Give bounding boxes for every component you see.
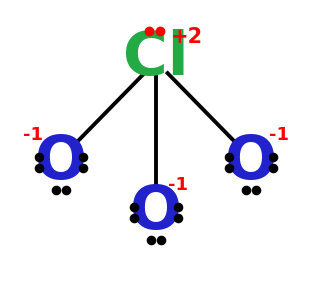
Point <box>271 166 276 171</box>
Point <box>36 166 41 171</box>
Point <box>53 188 58 193</box>
Point <box>132 204 137 209</box>
Point <box>80 154 85 159</box>
Point <box>146 28 151 33</box>
Text: -1: -1 <box>269 126 289 144</box>
Point <box>175 204 180 209</box>
Point <box>36 154 41 159</box>
Point <box>148 238 153 243</box>
Text: -1: -1 <box>168 176 188 194</box>
Point <box>64 188 69 193</box>
Point <box>80 166 85 171</box>
Point <box>271 154 276 159</box>
Text: O: O <box>35 133 87 192</box>
Text: -1: -1 <box>23 126 43 144</box>
Text: O: O <box>130 183 182 242</box>
Point <box>159 238 164 243</box>
Point <box>227 154 232 159</box>
Point <box>227 166 232 171</box>
Point <box>243 188 248 193</box>
Text: Cl: Cl <box>123 29 189 88</box>
Point <box>175 216 180 221</box>
Point <box>254 188 259 193</box>
Point <box>132 216 137 221</box>
Point <box>158 28 163 33</box>
Text: +2: +2 <box>171 27 203 47</box>
Text: O: O <box>225 133 277 192</box>
